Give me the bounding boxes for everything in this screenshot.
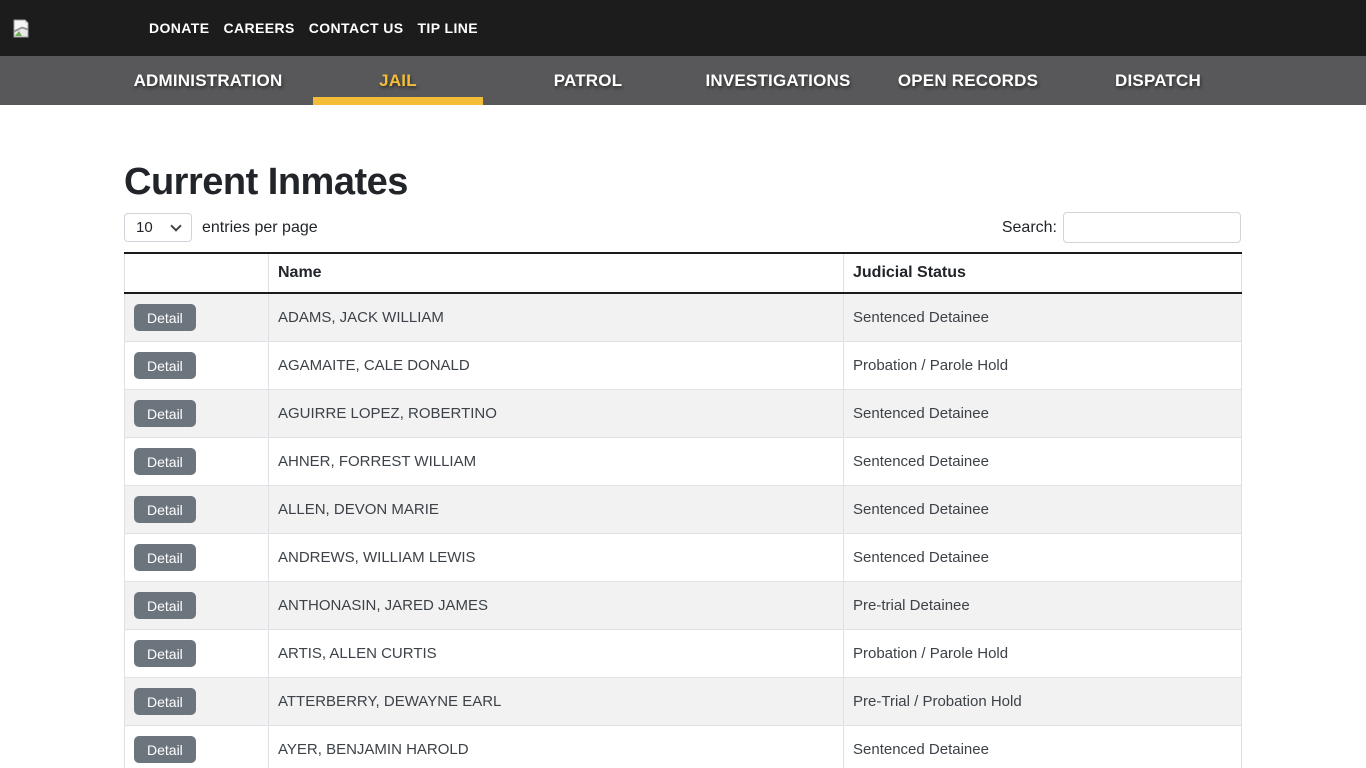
- table-row: Detail AYER, BENJAMIN HAROLD Sentenced D…: [124, 725, 1242, 768]
- nav-item-dispatch[interactable]: DISPATCH: [1115, 70, 1201, 90]
- detail-button[interactable]: Detail: [134, 688, 196, 715]
- content: Current Inmates 10 entries per page Sear…: [124, 105, 1242, 768]
- inmate-name: ALLEN, DEVON MARIE: [268, 485, 844, 534]
- detail-button[interactable]: Detail: [134, 592, 196, 619]
- judicial-status: Probation / Parole Hold: [843, 341, 1242, 390]
- detail-button[interactable]: Detail: [134, 640, 196, 667]
- broken-image-icon: [13, 19, 29, 38]
- search-label: Search:: [1001, 218, 1057, 236]
- table-row: Detail AGUIRRE LOPEZ, ROBERTINO Sentence…: [124, 389, 1242, 438]
- header-detail-column: [124, 252, 269, 294]
- inmate-name: ATTERBERRY, DEWAYNE EARL: [268, 677, 844, 726]
- judicial-status: Pre-Trial / Probation Hold: [843, 677, 1242, 726]
- inmate-name: AGUIRRE LOPEZ, ROBERTINO: [268, 389, 844, 438]
- topbar-links: DONATE CAREERS CONTACT US TIP LINE: [149, 20, 478, 36]
- topbar: DONATE CAREERS CONTACT US TIP LINE: [0, 0, 1366, 56]
- table-row: Detail ADAMS, JACK WILLIAM Sentenced Det…: [124, 292, 1242, 342]
- detail-button[interactable]: Detail: [134, 400, 196, 427]
- table-controls: 10 entries per page Search:: [124, 212, 1241, 243]
- entries-per-page-value: 10: [136, 219, 153, 236]
- inmate-name: AHNER, FORREST WILLIAM: [268, 437, 844, 486]
- topbar-link-contact-us[interactable]: CONTACT US: [308, 20, 404, 36]
- judicial-status: Sentenced Detainee: [843, 437, 1242, 486]
- judicial-status: Sentenced Detainee: [843, 533, 1242, 582]
- chevron-down-icon: [170, 219, 182, 232]
- detail-button[interactable]: Detail: [134, 448, 196, 475]
- nav-item-patrol[interactable]: PATROL: [553, 70, 623, 90]
- inmate-name: AYER, BENJAMIN HAROLD: [268, 725, 844, 768]
- table-header-row: Name Judicial Status: [124, 252, 1242, 294]
- detail-button[interactable]: Detail: [134, 304, 196, 331]
- main-nav: ADMINISTRATION JAIL PATROL INVESTIGATIONS OP…: [0, 56, 1366, 105]
- entries-per-page-label: entries per page: [202, 218, 318, 236]
- table-row: Detail AHNER, FORREST WILLIAM Sentenced …: [124, 437, 1242, 486]
- nav-item-administration[interactable]: ADMINISTRATION: [133, 70, 283, 90]
- detail-button[interactable]: Detail: [134, 496, 196, 523]
- inmate-name: ANDREWS, WILLIAM LEWIS: [268, 533, 844, 582]
- table-row: Detail ANDREWS, WILLIAM LEWIS Sentenced …: [124, 533, 1242, 582]
- nav-item-investigations[interactable]: INVESTIGATIONS: [705, 70, 851, 90]
- table-row: Detail ARTIS, ALLEN CURTIS Probation / P…: [124, 629, 1242, 678]
- inmates-table: Name Judicial Status Detail ADAMS, JACK …: [124, 252, 1242, 768]
- judicial-status: Sentenced Detainee: [843, 292, 1242, 342]
- table-row: Detail ATTERBERRY, DEWAYNE EARL Pre-Tria…: [124, 677, 1242, 726]
- entries-per-page-control: 10 entries per page: [124, 213, 318, 242]
- entries-per-page-select[interactable]: 10: [124, 213, 192, 242]
- search-input[interactable]: [1063, 212, 1241, 243]
- topbar-link-tip-line[interactable]: TIP LINE: [417, 20, 478, 36]
- inmate-name: ARTIS, ALLEN CURTIS: [268, 629, 844, 678]
- nav-item-jail[interactable]: JAIL: [303, 56, 493, 105]
- judicial-status: Sentenced Detainee: [843, 389, 1242, 438]
- detail-button[interactable]: Detail: [134, 544, 196, 571]
- inmate-name: AGAMAITE, CALE DONALD: [268, 341, 844, 390]
- judicial-status: Sentenced Detainee: [843, 725, 1242, 768]
- topbar-link-donate[interactable]: DONATE: [149, 20, 210, 36]
- table-row: Detail ALLEN, DEVON MARIE Sentenced Deta…: [124, 485, 1242, 534]
- search-control: Search:: [1002, 212, 1241, 243]
- inmate-name: ANTHONASIN, JARED JAMES: [268, 581, 844, 630]
- judicial-status: Probation / Parole Hold: [843, 629, 1242, 678]
- page-title: Current Inmates: [124, 161, 408, 203]
- nav-item-open-records[interactable]: OPEN RECORDS: [897, 70, 1039, 90]
- topbar-link-careers[interactable]: CAREERS: [223, 20, 295, 36]
- table-row: Detail ANTHONASIN, JARED JAMES Pre-trial…: [124, 581, 1242, 630]
- judicial-status: Pre-trial Detainee: [843, 581, 1242, 630]
- detail-button[interactable]: Detail: [134, 352, 196, 379]
- detail-button[interactable]: Detail: [134, 736, 196, 763]
- judicial-status: Sentenced Detainee: [843, 485, 1242, 534]
- header-judicial-status-column[interactable]: Judicial Status: [843, 252, 1242, 294]
- header-name-column[interactable]: Name: [268, 252, 844, 294]
- inmate-name: ADAMS, JACK WILLIAM: [268, 292, 844, 342]
- table-row: Detail AGAMAITE, CALE DONALD Probation /…: [124, 341, 1242, 390]
